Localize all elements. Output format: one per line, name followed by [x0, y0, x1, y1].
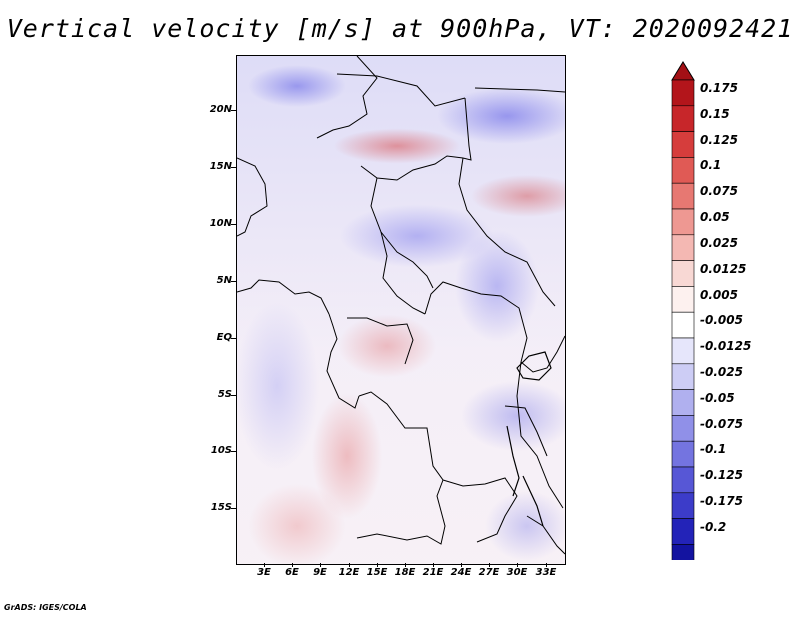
colorbar-label: 0.1 — [700, 158, 722, 172]
lon-tick — [546, 563, 547, 567]
lat-tick — [231, 167, 236, 168]
colorbar-swatch — [671, 182, 695, 210]
colorbar-label: 0.05 — [700, 210, 730, 224]
lon-label: 3E — [257, 567, 271, 578]
colorbar-label: 0.0125 — [700, 262, 747, 276]
lon-tick — [264, 563, 265, 567]
lat-label: EQ — [216, 332, 232, 343]
country-borders — [237, 56, 565, 555]
lon-label: 33E — [535, 567, 557, 578]
colorbar-label: -0.0125 — [700, 339, 752, 353]
lat-tick — [231, 281, 236, 282]
lat-tick — [231, 395, 236, 396]
lon-label: 12E — [338, 567, 360, 578]
colorbar-label: 0.15 — [700, 107, 730, 121]
lat-label: 10S — [210, 445, 232, 456]
colorbar-swatch — [671, 234, 695, 261]
colorbar-swatch — [671, 492, 695, 519]
lat-label: 5S — [217, 389, 232, 400]
lat-tick — [231, 451, 236, 452]
lon-tick — [433, 563, 434, 567]
lat-label: 15N — [209, 161, 232, 172]
colorbar-swatch — [671, 157, 695, 184]
lat-label: 10N — [209, 218, 232, 229]
colorbar-swatch — [671, 337, 695, 365]
colorbar-swatch — [671, 79, 695, 107]
colorbar-label: 0.125 — [700, 133, 738, 147]
lon-label: 18E — [394, 567, 416, 578]
colorbar-label: 0.175 — [700, 81, 738, 95]
lon-tick — [517, 563, 518, 567]
credit-text: GrADS: IGES/COLA — [4, 603, 87, 612]
colorbar-swatch — [671, 518, 695, 545]
colorbar-swatch — [671, 208, 695, 236]
lon-tick — [292, 563, 293, 567]
colorbar-label: -0.005 — [700, 313, 743, 327]
lon-label: 6E — [285, 567, 299, 578]
colorbar-label: -0.2 — [700, 520, 727, 534]
lon-label: 21E — [422, 567, 444, 578]
map-title: Vertical velocity [m/s] at 900hPa, VT: 2… — [6, 14, 794, 43]
lat-tick — [231, 224, 236, 225]
lon-label: 27E — [478, 567, 500, 578]
lon-label: 9E — [313, 567, 327, 578]
lon-tick — [405, 563, 406, 567]
colorbar-label: -0.025 — [700, 365, 743, 379]
colorbar-label: -0.125 — [700, 468, 743, 482]
lon-tick — [320, 563, 321, 567]
lon-label: 15E — [366, 567, 388, 578]
colorbar-swatch — [671, 286, 695, 313]
lat-label: 15S — [210, 502, 232, 513]
colorbar-swatch — [671, 105, 695, 132]
colorbar-swatch — [671, 363, 695, 390]
lon-tick — [349, 563, 350, 567]
lat-tick — [231, 110, 236, 111]
velocity-map — [236, 55, 566, 565]
colorbar-cap-top — [671, 61, 695, 81]
colorbar-swatch — [671, 131, 695, 158]
lat-tick — [231, 508, 236, 509]
colorbar-swatch — [671, 466, 695, 494]
colorbar-label: 0.075 — [700, 184, 738, 198]
lat-label: 5N — [216, 275, 232, 286]
colorbar-swatch — [671, 311, 695, 339]
lon-label: 24E — [450, 567, 472, 578]
colorbar-swatch — [671, 415, 695, 442]
colorbar-label: -0.075 — [700, 417, 743, 431]
colorbar-label: -0.175 — [700, 494, 743, 508]
lon-tick — [377, 563, 378, 567]
colorbar-label: -0.1 — [700, 442, 727, 456]
lat-tick — [231, 338, 236, 339]
colorbar-label: -0.05 — [700, 391, 735, 405]
lon-tick — [489, 563, 490, 567]
lon-label: 30E — [506, 567, 528, 578]
colorbar-swatch — [671, 389, 695, 416]
colorbar-swatch — [671, 544, 695, 560]
colorbar-swatch — [671, 440, 695, 468]
colorbar-swatch — [671, 260, 695, 287]
lat-label: 20N — [209, 104, 232, 115]
colorbar-label: 0.025 — [700, 236, 738, 250]
colorbar-label: 0.005 — [700, 288, 738, 302]
lon-tick — [461, 563, 462, 567]
colorbar — [671, 61, 695, 560]
